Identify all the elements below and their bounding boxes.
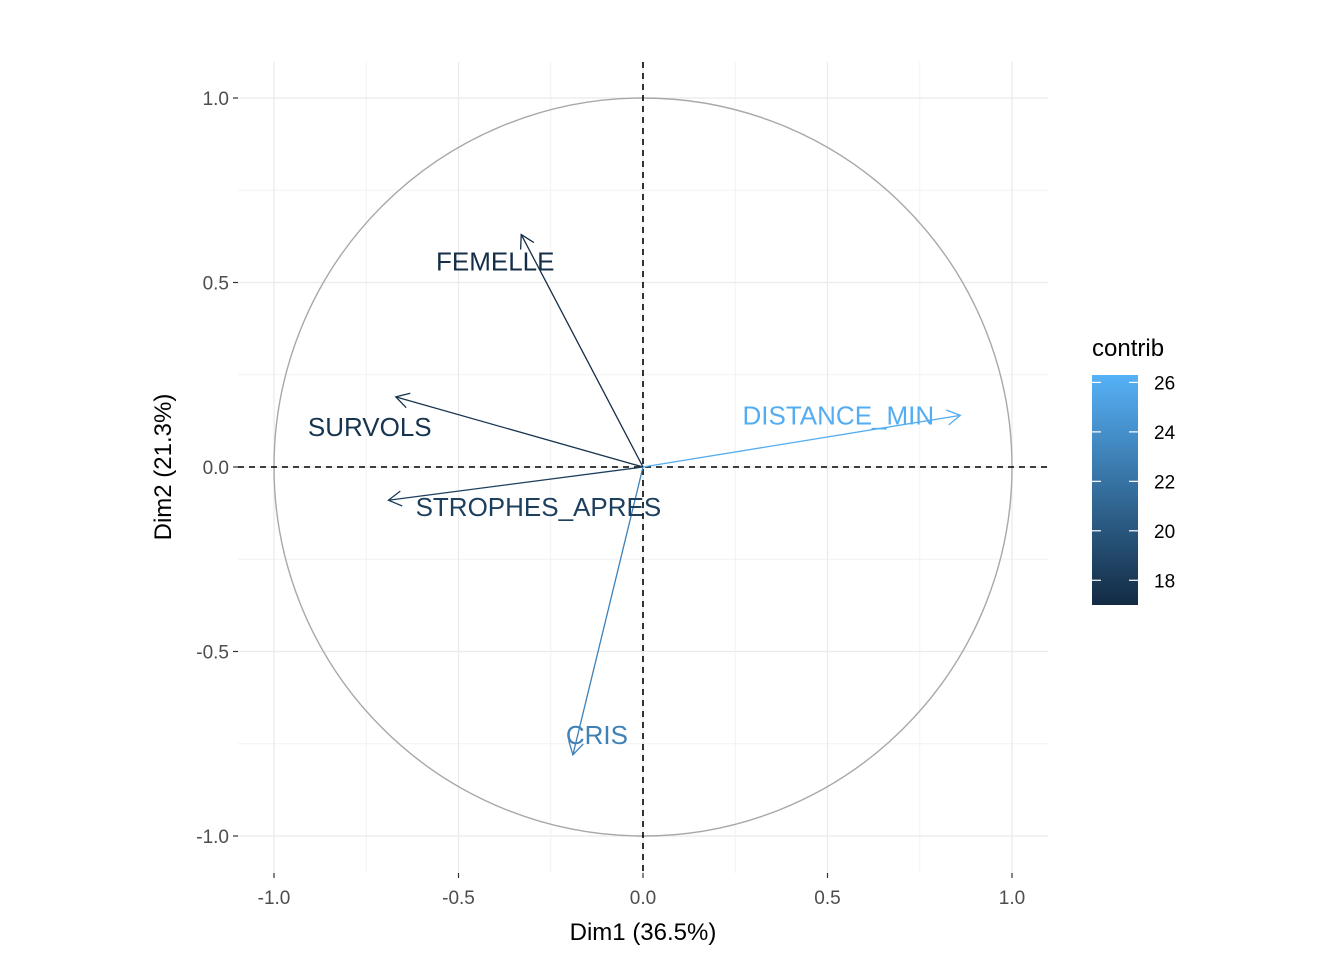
legend-tick-label: 24 (1154, 423, 1176, 444)
legend-ticks: 18 20 22 24 26 (1092, 373, 1176, 592)
label-distance-min: DISTANCE_MIN (743, 400, 935, 430)
legend-tick-label: 26 (1154, 373, 1175, 394)
arrow-cris (572, 466, 644, 755)
x-tick-label: 0.5 (814, 888, 840, 909)
x-tick-label: -0.5 (442, 888, 475, 909)
y-tick-label: 0.5 (203, 274, 229, 295)
legend-tick-label: 18 (1154, 571, 1175, 592)
legend-colorbar (1092, 375, 1138, 605)
arrow-femelle (520, 234, 644, 468)
arrowhead-cris (568, 740, 584, 757)
y-tick-label: 1.0 (203, 89, 229, 110)
arrowhead-survols (394, 392, 411, 409)
x-tick-label: -1.0 (258, 888, 291, 909)
x-tick-label: 1.0 (999, 888, 1025, 909)
arrow-strophes-apres (388, 466, 644, 501)
arrowhead-distance-min (946, 409, 962, 426)
y-axis-ticks: 1.0 0.5 0.0 -0.5 -1.0 (196, 89, 238, 848)
y-tick-label: -0.5 (196, 643, 229, 664)
legend-tick-label: 20 (1154, 522, 1175, 543)
x-axis-ticks: -1.0 -0.5 0.0 0.5 1.0 (258, 873, 1025, 909)
label-strophes-apres: STROPHES_APRES (416, 492, 662, 522)
x-axis-title: Dim1 (36.5%) (570, 919, 717, 946)
x-tick-label: 0.0 (630, 888, 656, 909)
y-axis-title: Dim2 (21.3%) (150, 394, 177, 541)
arrow-distance-min (642, 414, 961, 468)
variable-arrows (387, 233, 962, 757)
label-survols: SURVOLS (308, 412, 432, 442)
arrowhead-strophes-apres (387, 490, 403, 507)
legend-tick-label: 22 (1154, 472, 1175, 493)
y-tick-label: 0.0 (203, 458, 229, 479)
arrowhead-femelle (519, 233, 535, 250)
color-legend: contrib 18 20 22 24 26 (1092, 335, 1176, 605)
y-tick-label: -1.0 (196, 827, 229, 848)
label-femelle: FEMELLE (436, 247, 555, 277)
label-cris: CRIS (566, 720, 628, 750)
arrow-survols (395, 396, 644, 468)
variable-labels: FEMELLE SURVOLS STROPHES_APRES DISTANCE_MIN… (308, 247, 934, 750)
legend-title: contrib (1092, 335, 1164, 362)
